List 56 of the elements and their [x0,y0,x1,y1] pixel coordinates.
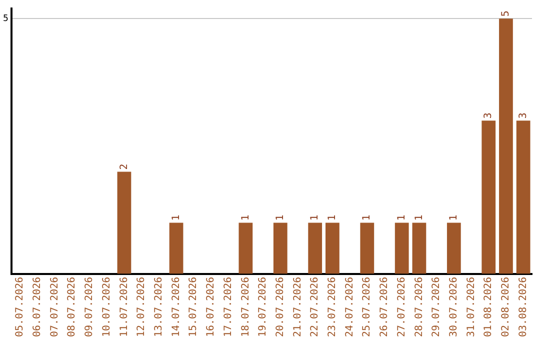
x-tick-label: 09.07.2026 [84,276,96,338]
x-tick-label: 07.07.2026 [49,276,60,338]
x-tick-label: 30.07.2026 [448,276,460,338]
x-tick-label: 10.07.2026 [101,276,112,338]
data-label: 1 [414,214,425,221]
bar [412,222,426,274]
x-tick-label: 27.07.2026 [396,276,408,338]
x-tick-label: 17.07.2026 [222,276,234,338]
x-tick-label: 20.07.2026 [274,276,286,338]
x-tick-label: 02.08.2026 [500,276,512,338]
x-tick-label: 31.07.2026 [466,276,477,338]
x-tick-label: 03.08.2026 [518,276,529,338]
x-tick-label: 01.08.2026 [483,276,494,338]
bar [273,222,288,274]
data-label: 5 [500,10,512,17]
x-tick-label: 19.07.2026 [258,276,269,338]
x-tick-label: 16.07.2026 [206,276,217,338]
bar [499,18,513,274]
bar [516,120,530,274]
x-tick-label: 23.07.2026 [327,276,338,338]
x-tick-label: 24.07.2026 [344,276,356,338]
bar [394,222,409,274]
data-label: 1 [240,214,252,221]
x-tick-label: 06.07.2026 [32,276,44,338]
x-tick-label: 14.07.2026 [170,276,182,338]
bar [326,222,340,274]
x-tick-label: 05.07.2026 [14,276,26,338]
data-label: 1 [310,214,321,221]
bar [360,222,374,274]
x-tick-label: 11.07.2026 [118,276,130,338]
x-tick-label: 28.07.2026 [414,276,425,338]
data-label: 1 [396,214,408,221]
x-tick-label: 18.07.2026 [240,276,252,338]
x-tick-label: 15.07.2026 [188,276,200,338]
x-tick-label: 12.07.2026 [136,276,148,338]
bar [169,222,184,274]
x-tick-label: 21.07.2026 [292,276,304,338]
data-label: 1 [274,214,286,221]
data-label: 3 [483,112,494,119]
data-label: 1 [327,214,338,221]
bar [446,222,461,274]
data-label: 3 [518,112,529,119]
bar [482,120,496,274]
bar [117,172,132,274]
x-tick-label: 08.07.2026 [66,276,78,338]
x-tick-label: 22.07.2026 [310,276,321,338]
bar [308,222,322,274]
x-tick-label: 13.07.2026 [154,276,165,338]
x-tick-label: 26.07.2026 [379,276,390,338]
data-label: 1 [362,214,373,221]
data-label: 1 [170,214,182,221]
data-label: 1 [448,214,460,221]
x-tick-label: 29.07.2026 [431,276,442,338]
x-tick-label: 25.07.2026 [362,276,373,338]
bar [238,222,253,274]
data-label: 2 [118,164,130,170]
